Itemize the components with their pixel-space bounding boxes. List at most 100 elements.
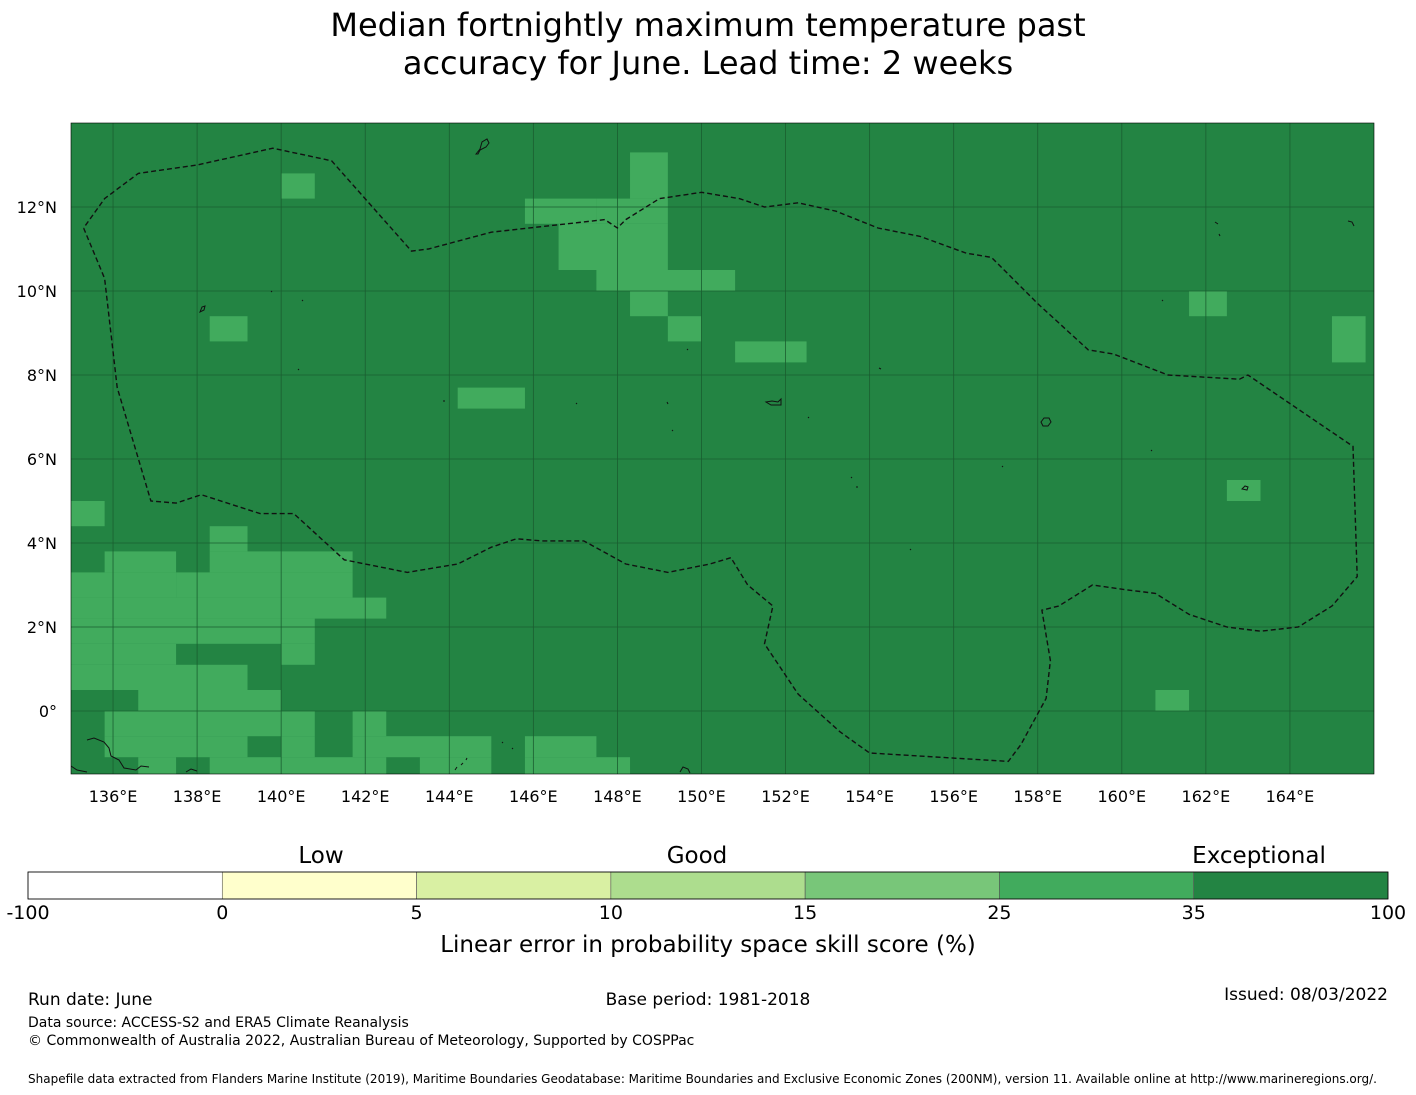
island-northeast	[1347, 220, 1355, 227]
skill-cell	[1331, 316, 1366, 363]
longitude-tick-label: 142°E	[341, 787, 390, 806]
shapefile-note: Shapefile data extracted from Flanders M…	[28, 1072, 1377, 1086]
skill-cell	[209, 757, 387, 774]
longitude-tick-label: 164°E	[1266, 787, 1315, 806]
colorbar-bin	[221, 871, 417, 900]
skill-cell	[352, 736, 492, 758]
skill-cell	[71, 501, 105, 527]
issued-date: Issued: 08/03/2022	[1224, 985, 1388, 1005]
island-east-small	[1214, 221, 1221, 237]
yap-island	[199, 305, 206, 314]
colorbar-label-good: Good	[666, 843, 728, 869]
colorbar-bin	[1193, 871, 1389, 900]
longitude-tick-label: 138°E	[173, 787, 222, 806]
latitude-tick-label: 8°N	[27, 366, 57, 385]
colorbar-bin	[27, 871, 223, 900]
colorbar-label-low: Low	[298, 843, 344, 869]
skill-cell	[176, 572, 353, 598]
colorbar-tick-label: -100	[6, 902, 50, 924]
longitude-tick-label: 150°E	[677, 787, 726, 806]
skill-cell	[104, 551, 177, 573]
colorbar-bin	[804, 871, 1000, 900]
colorbar-tick-label: 5	[410, 902, 423, 924]
colorbar-label-exceptional: Exceptional	[1192, 843, 1326, 869]
guam-island	[474, 138, 490, 155]
colorbar-tick-label: 15	[793, 902, 818, 924]
skill-cell	[1226, 480, 1261, 501]
skill-cell	[596, 270, 736, 291]
copyright: © Commonwealth of Australia 2022, Austra…	[28, 1033, 695, 1049]
island-south	[679, 766, 691, 774]
skill-cell	[524, 198, 597, 224]
longitude-tick-label: 152°E	[761, 787, 810, 806]
latitude-tick-label: 4°N	[27, 534, 57, 553]
longitude-tick-label: 144°E	[425, 787, 474, 806]
skill-cell	[630, 152, 668, 199]
eez-boundary	[82, 147, 1358, 763]
longitude-tick-label: 160°E	[1097, 787, 1146, 806]
skill-cell	[524, 757, 631, 774]
latitude-tick-label: 6°N	[27, 450, 57, 469]
colorbar-axis-label: Linear error in probability space skill …	[440, 932, 976, 958]
longitude-tick-label: 140°E	[257, 787, 306, 806]
skill-cell	[71, 643, 177, 665]
skill-cell	[281, 736, 315, 758]
skill-cell	[630, 291, 668, 317]
new-guinea-coast	[71, 737, 198, 773]
colorbar-tick-label: 100	[1369, 902, 1407, 924]
skill-cell	[281, 643, 315, 665]
skill-cell	[104, 736, 248, 758]
latitude-tick-label: 12°N	[17, 198, 57, 217]
longitude-tick-label: 158°E	[1013, 787, 1062, 806]
skill-cell	[419, 757, 492, 774]
skill-cell	[138, 757, 177, 774]
chart-title-line-1: Median fortnightly maximum temperature p…	[330, 6, 1086, 44]
longitude-axis: 136°E 138°E 140°E 142°E 144°E 146°E 148°E 150°E…	[89, 787, 1315, 806]
colorbar-bin	[416, 871, 612, 900]
skill-cell	[524, 736, 597, 758]
skill-cell	[667, 316, 702, 342]
skill-cell	[352, 711, 387, 737]
skill-score-map: 136°E 138°E 140°E 142°E 144°E 146°E 148°E 150°E…	[17, 122, 1375, 806]
skill-cell	[138, 690, 282, 711]
longitude-tick-label: 154°E	[845, 787, 894, 806]
island-dots-south	[454, 741, 514, 771]
skill-cell	[71, 618, 315, 644]
skill-cell	[281, 173, 315, 199]
skill-cell	[1155, 690, 1190, 711]
longitude-tick-label: 146°E	[509, 787, 558, 806]
colorbar	[27, 871, 1389, 900]
colorbar-frame	[27, 871, 1389, 900]
skill-cell	[71, 597, 387, 619]
colorbar-tick-label: 25	[987, 902, 1012, 924]
skill-cell	[104, 711, 315, 737]
longitude-tick-label: 148°E	[593, 787, 642, 806]
skill-cell	[735, 341, 807, 363]
latitude-axis: 12°N 10°N 8°N 6°N 4°N 2°N 0°	[17, 198, 57, 721]
skill-cell	[209, 526, 248, 552]
skill-cell	[71, 572, 177, 598]
kosrae-island	[1240, 485, 1249, 491]
colorbar-tick-label: 35	[1181, 902, 1206, 924]
chart-title: Median fortnightly maximum temperature p…	[0, 6, 1416, 82]
run-date: Run date: June	[28, 990, 153, 1010]
map-background	[71, 123, 1374, 774]
latitude-tick-label: 10°N	[17, 282, 57, 301]
colorbar-tick-label: 10	[598, 902, 623, 924]
longitude-tick-label: 162°E	[1182, 787, 1231, 806]
chuuk-atoll	[764, 397, 782, 406]
chart-title-line-2: accuracy for June. Lead time: 2 weeks	[402, 44, 1014, 82]
colorbar-bin	[610, 871, 806, 900]
skill-cell	[209, 316, 248, 342]
pohnpei-island	[1040, 417, 1052, 427]
latitude-tick-label: 0°	[39, 702, 57, 721]
base-period: Base period: 1981-2018	[605, 990, 811, 1010]
longitude-tick-label: 136°E	[89, 787, 138, 806]
skill-cell	[71, 664, 248, 690]
data-source: Data source: ACCESS-S2 and ERA5 Climate …	[28, 1015, 409, 1031]
map-frame	[70, 122, 1375, 775]
latitude-tick-label: 2°N	[27, 618, 57, 637]
skill-cell	[596, 198, 668, 224]
small-island-dots	[270, 290, 1164, 551]
longitude-tick-label: 156°E	[929, 787, 978, 806]
